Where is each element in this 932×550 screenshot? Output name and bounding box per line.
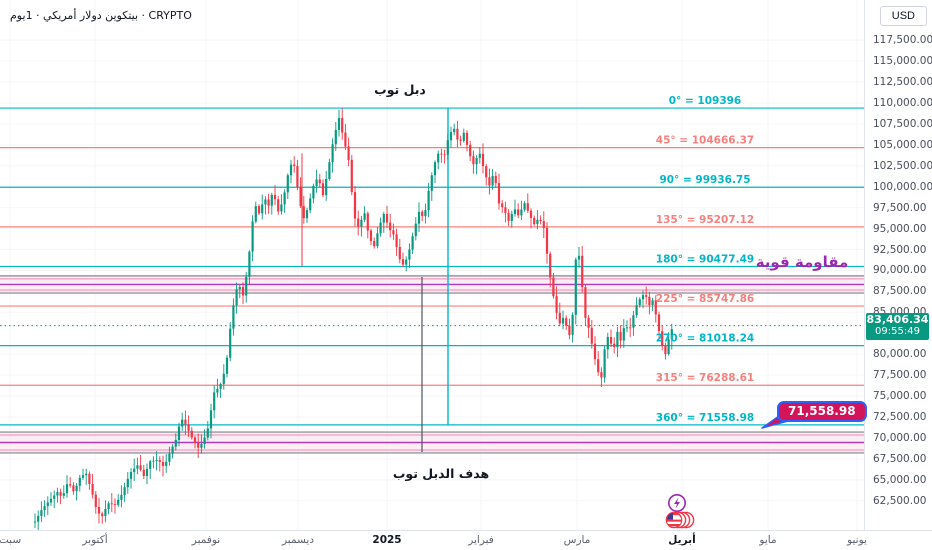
price-tick: 72,500.00 (873, 410, 927, 423)
gann-level-label: 180° = 90477.49 (656, 253, 754, 265)
last-price-badge: 83,406.34 09:55:49 (866, 312, 929, 340)
time-tick: نوفمبر (191, 534, 221, 546)
time-tick: ديسمبر (282, 534, 314, 546)
time-tick: يونيو (847, 534, 867, 546)
price-tick: 112,500.00 (873, 76, 932, 89)
us-flag-events-icon (665, 511, 695, 529)
gann-level-label: 90° = 99936.75 (659, 174, 750, 186)
gann-level-label: 0° = 109396 (669, 95, 742, 107)
gann-level-label: 360° = 71558.98 (656, 412, 754, 424)
symbol-title: بيتكوين دولار أمريكي · 1يوم · CRYPTO (10, 9, 192, 22)
time-tick: أكتوبر (82, 534, 108, 546)
annotation-double-top[interactable]: دبل توب (374, 82, 426, 97)
time-tick: أبريل (668, 534, 696, 546)
annotation-double-top-target[interactable]: هدف الدبل توب (392, 466, 490, 481)
time-axis[interactable]: سبت أكتوبر نوفمبر ديسمبر 2025 فبراير مارس أبريل… (0, 530, 932, 550)
annotation-strong-resistance[interactable]: مقاومة قوية (755, 253, 849, 271)
price-tick: 105,000.00 (873, 138, 932, 151)
price-axis[interactable]: 117,500.00 115,000.00 112,500.00 110,000.00… (864, 0, 932, 530)
target-price-label[interactable]: 71,558.98 (777, 401, 867, 422)
price-tick: 115,000.00 (873, 55, 932, 68)
gann-level-label: 270° = 81018.24 (656, 333, 754, 345)
price-tick: 70,000.00 (873, 431, 927, 444)
time-tick: سبت (0, 534, 22, 546)
currency-usd-button[interactable]: USD (879, 6, 927, 26)
price-tick: 77,500.00 (873, 369, 927, 382)
gann-level-label: 45° = 104666.37 (656, 135, 754, 147)
price-tick: 100,000.00 (873, 180, 932, 193)
last-price-value: 83,406.34 (866, 312, 929, 326)
price-tick: 102,500.00 (873, 159, 932, 172)
price-tick: 90,000.00 (873, 264, 927, 277)
price-tick: 65,000.00 (873, 473, 927, 486)
price-tick: 87,500.00 (873, 285, 927, 298)
price-tick: 117,500.00 (873, 34, 932, 47)
last-price-countdown: 09:55:49 (875, 326, 920, 338)
event-icons-graphic (665, 494, 695, 529)
gann-level-label: 315° = 76288.61 (656, 372, 754, 384)
price-tick: 67,500.00 (873, 452, 927, 465)
time-tick: فبراير (468, 534, 494, 546)
price-tick: 62,500.00 (873, 494, 927, 507)
lightning-event-icon (668, 494, 686, 512)
gann-level-label: 135° = 95207.12 (656, 214, 754, 226)
price-tick: 107,500.00 (873, 117, 932, 130)
price-tick: 97,500.00 (873, 201, 927, 214)
time-tick: 2025 (372, 534, 402, 546)
event-icons[interactable] (655, 491, 699, 533)
gann-level-label: 225° = 85747.86 (656, 293, 754, 305)
time-tick: مايو (759, 534, 777, 546)
price-tick: 80,000.00 (873, 348, 927, 361)
price-tick: 95,000.00 (873, 222, 927, 235)
candlestick-series (33, 108, 673, 531)
price-tick: 92,500.00 (873, 243, 927, 256)
price-tick: 75,000.00 (873, 390, 927, 403)
time-tick: مارس (563, 534, 591, 546)
price-tick: 110,000.00 (873, 96, 932, 109)
